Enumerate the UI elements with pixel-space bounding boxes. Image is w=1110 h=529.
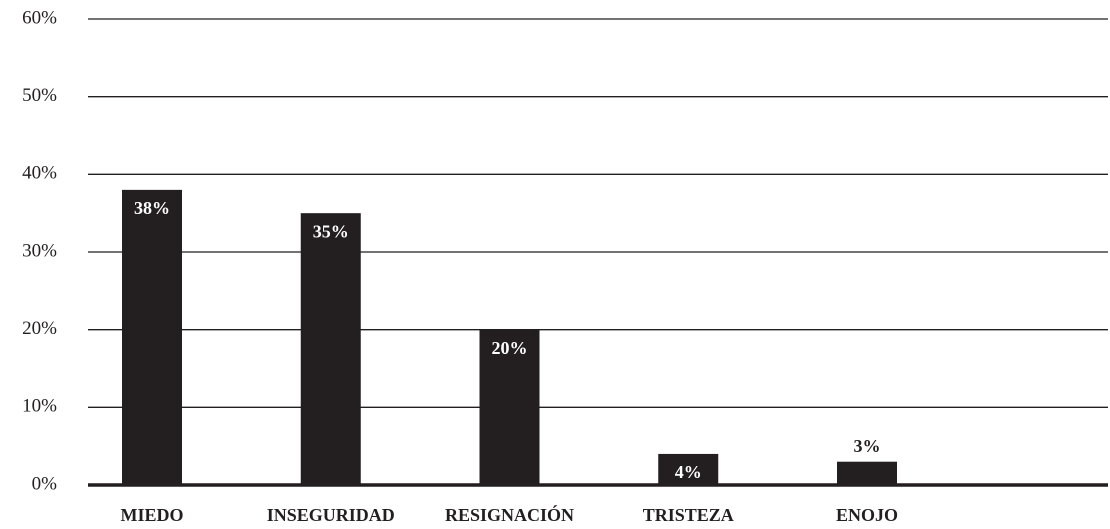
x-tick-label: INSEGURIDAD [267,505,395,525]
x-tick-label: RESIGNACIÓN [445,504,574,525]
y-tick-label: 20% [22,318,57,339]
bar [837,461,897,485]
bar [300,213,361,485]
bar [658,453,719,485]
y-tick-label: 40% [22,163,57,184]
y-tick-label: 0% [32,473,58,494]
y-tick-label: 60% [22,7,57,28]
y-tick-label: 30% [22,240,57,261]
value-label: 3% [854,436,881,456]
value-label: 38% [134,198,170,218]
value-label: 4% [675,462,702,482]
value-label: 35% [313,221,349,241]
bar [122,189,182,485]
x-tick-label: ENOJO [836,505,898,525]
bar [479,329,540,485]
y-tick-label: 50% [22,85,57,106]
x-tick-label: MIEDO [121,505,184,525]
value-label: 20% [492,338,528,358]
y-tick-label: 10% [22,396,57,417]
x-tick-label: TRISTEZA [643,505,734,525]
